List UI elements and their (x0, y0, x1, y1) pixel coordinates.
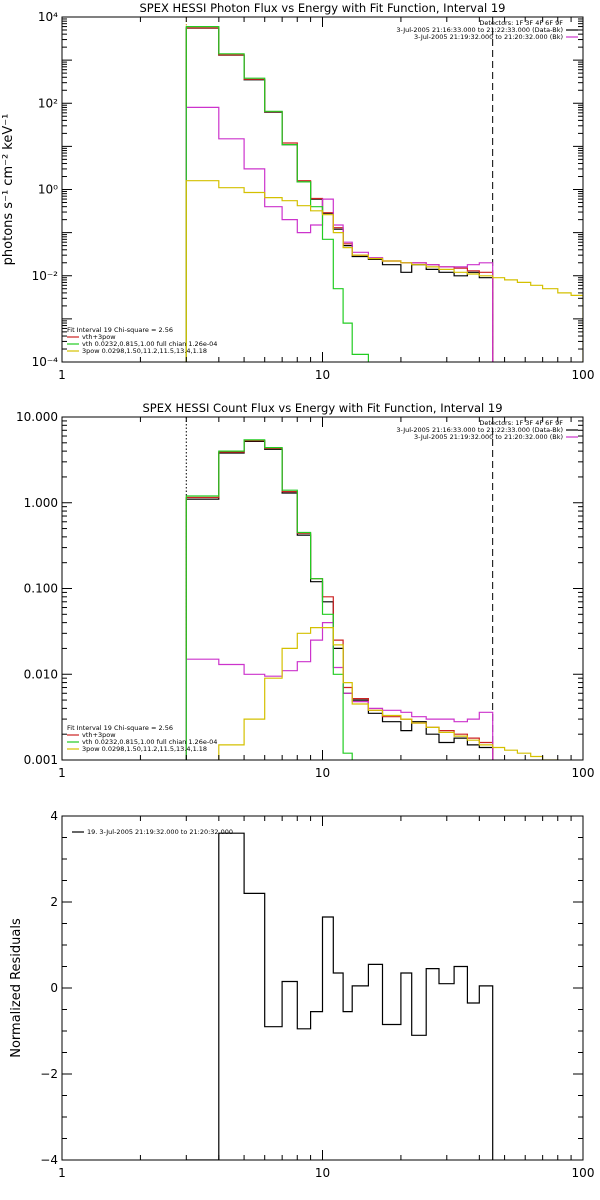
series-4-line (185, 439, 353, 760)
legend-entry: 19. 3-Jul-2005 21:19:32.000 to 21:20:32.… (87, 828, 233, 836)
x-tick-label: 1 (58, 1166, 66, 1180)
y-tick-label: 1.000 (24, 496, 58, 510)
x-tick-label: 10 (315, 368, 330, 382)
series-group (185, 439, 559, 760)
series-1-line (186, 832, 494, 1160)
chart-title: SPEX HESSI Count Flux vs Energy with Fit… (142, 401, 502, 415)
y-tick-label: 10⁴ (38, 10, 58, 24)
series-1-line (185, 440, 494, 760)
y-tick-label: 0 (50, 981, 58, 995)
header-note-3: 3-Jul-2005 21:19:32.000 to 21:20:32.000 … (414, 433, 563, 441)
y-tick-label: 10² (38, 96, 58, 110)
panel-2: SPEX HESSI Count Flux vs Energy with Fit… (16, 401, 595, 780)
legend-entry-1: vth+3pow (82, 333, 116, 341)
header-note-1: Detectors: 1F 3F 4F 6F 9F (479, 19, 563, 27)
y-tick-label: 0.010 (24, 667, 58, 681)
panel-3: Normalized Residuals 1 10 100 −4 −2 0 2 4 19. 3-J… (9, 809, 594, 1180)
y-tick-label: 10⁻² (32, 269, 59, 283)
x-tick-label: 100 (572, 766, 595, 780)
series-2-line (185, 27, 494, 362)
series-3-line (185, 106, 494, 362)
header-note-2: 3-Jul-2005 21:16:33.000 to 21:22:33.000 … (396, 426, 563, 434)
plot-frame (61, 16, 584, 363)
header-note-2: 3-Jul-2005 21:16:33.000 to 21:22:33.000 … (396, 26, 563, 34)
legend-entry-2: vth 0.0232,0.815,1.00 full chian 1.26e-0… (82, 738, 217, 746)
series-group (185, 26, 583, 362)
x-tick-label: 100 (572, 1166, 595, 1180)
header-note-1: Detectors: 1F 3F 4F 6F 9F (479, 419, 563, 427)
series-4-line (185, 26, 369, 362)
header-note-3: 3-Jul-2005 21:19:32.000 to 21:20:32.000 … (414, 33, 563, 41)
legend-entry-3: 3pow 0.0298,1.50,11.2,11.5,13.4,1.18 (82, 745, 207, 753)
legend-entry-1: vth+3pow (82, 731, 116, 739)
y-tick-label: 0.001 (24, 753, 58, 767)
series-group (186, 832, 494, 1160)
y-tick-label: −2 (40, 1067, 58, 1081)
legend-title: Fit Interval 19 Chi-square = 2.56 (67, 326, 173, 334)
x-tick-label: 1 (58, 368, 66, 382)
legend-entry-3: 3pow 0.0298,1.50,11.2,11.5,13.4,1.18 (82, 347, 207, 355)
panel-1: SPEX HESSI Photon Flux vs Energy with Fi… (1, 1, 595, 382)
y-tick-label: −4 (40, 1153, 58, 1167)
x-tick-label: 10 (315, 1166, 330, 1180)
x-tick-label: 10 (315, 766, 330, 780)
series-5-line (218, 627, 559, 760)
y-tick-label: 10⁻⁴ (32, 355, 59, 369)
y-tick-label: 4 (50, 809, 58, 823)
legend-title: Fit Interval 19 Chi-square = 2.56 (67, 724, 173, 732)
legend-entry-2: vth 0.0232,0.815,1.00 full chian 1.26e-0… (82, 340, 217, 348)
x-tick-label: 100 (572, 368, 595, 382)
y-tick-label: 0.100 (24, 582, 58, 596)
y-axis-label: photons s⁻¹ cm⁻² keV⁻¹ (1, 114, 16, 266)
y-tick-label: 10.000 (16, 410, 58, 424)
series-1-line (185, 27, 494, 362)
y-axis-label: Normalized Residuals (9, 918, 24, 1058)
chart-title: SPEX HESSI Photon Flux vs Energy with Fi… (139, 1, 505, 15)
y-tick-label: 2 (50, 895, 58, 909)
series-3-line (185, 622, 494, 760)
series-5-line (185, 180, 583, 362)
x-tick-label: 1 (58, 766, 66, 780)
y-tick-label: 10⁰ (38, 183, 58, 197)
series-2-line (185, 440, 494, 760)
